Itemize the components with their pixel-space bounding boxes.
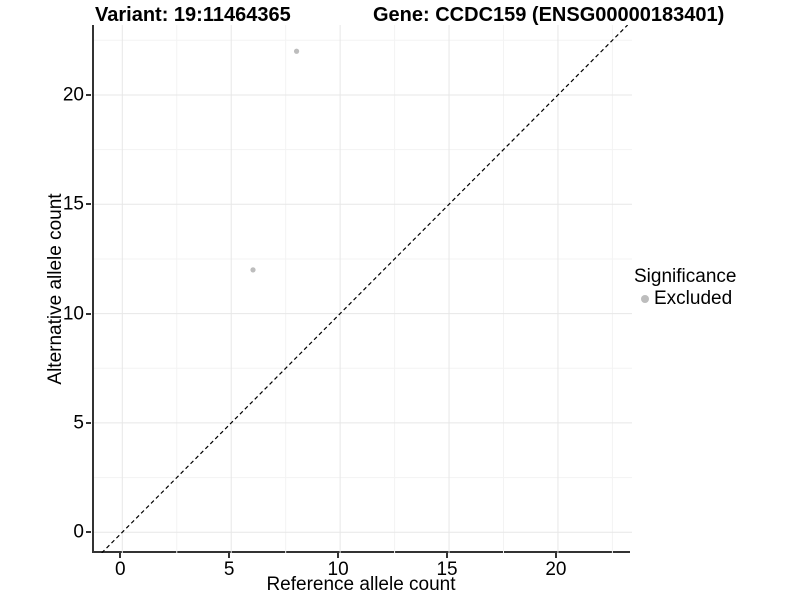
x-tick-mark [228,553,231,558]
y-tick-mark [86,93,91,96]
y-tick-label: 10 [62,303,84,325]
x-tick-label: 10 [327,559,349,580]
y-tick-mark [86,421,91,424]
identity-line [101,25,629,553]
legend-item-label: Excluded [654,288,733,309]
y-tick-label: 15 [62,193,84,215]
plot-title-gene: Gene: CCDC159 (ENSG00000183401) [373,4,725,26]
legend-items: Excluded [634,288,736,310]
legend-item: Excluded [634,288,736,310]
x-tick-mark [337,553,340,558]
y-tick-label: 20 [62,84,84,106]
x-tick-mark [446,553,449,558]
plot-title-variant: Variant: 19:11464365 [95,4,291,26]
x-tick-mark [119,553,122,558]
x-tick-label: 20 [545,559,567,580]
data-point [250,267,256,273]
y-tick-mark [86,312,91,315]
x-tick-label: 15 [436,559,458,580]
x-tick-label: 5 [223,559,235,580]
y-tick-label: 0 [73,521,84,543]
x-tick-label: 0 [115,559,126,580]
x-tick-mark [554,553,557,558]
plot-canvas [94,25,632,553]
legend-title: Significance [634,266,737,287]
y-axis-title: Alternative allele count [45,193,66,385]
data-point [293,48,300,54]
legend: Significance Excluded [634,266,736,310]
legend-key-dot-icon [641,295,649,303]
plot-panel [92,25,632,553]
x-axis-title: Reference allele count [266,574,456,595]
y-tick-label: 5 [73,412,84,434]
y-tick-mark [86,203,91,206]
y-tick-mark [86,531,91,534]
